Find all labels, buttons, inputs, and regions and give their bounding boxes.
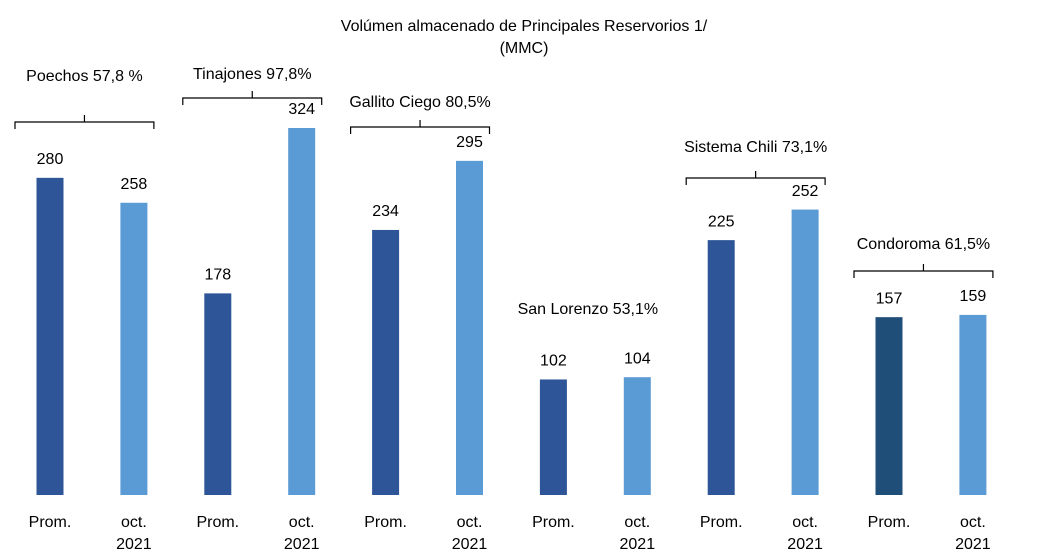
x-tick-label: 2021 [620, 536, 656, 553]
group-label: Poechos 57,8 % [26, 68, 143, 85]
chart-title: Volúmen almacenado de Principales Reserv… [341, 18, 708, 35]
group-label: Sistema Chili 73,1% [684, 139, 827, 156]
value-label: 295 [456, 134, 483, 151]
bar [36, 177, 64, 495]
bar [372, 229, 400, 495]
bar [623, 377, 651, 495]
x-tick-label: Prom. [532, 514, 575, 531]
value-label: 280 [37, 151, 64, 168]
bar [791, 209, 819, 496]
bar [456, 160, 483, 496]
group-label: Tinajones 97,8% [193, 66, 312, 83]
x-tick-label: Prom. [868, 514, 911, 531]
value-label: 159 [960, 288, 987, 305]
bar [875, 317, 903, 495]
bar [204, 293, 232, 495]
value-label: 324 [288, 101, 315, 118]
value-label: 178 [204, 267, 231, 284]
x-tick-label: 2021 [955, 536, 991, 553]
bar [539, 379, 567, 495]
bar [120, 202, 148, 495]
value-label: 225 [708, 213, 735, 230]
value-label: 102 [540, 353, 567, 370]
x-tick-label: oct. [792, 514, 818, 531]
chart-subtitle: (MMC) [500, 40, 549, 57]
bar [288, 128, 316, 495]
x-tick-label: oct. [960, 514, 986, 531]
x-tick-label: oct. [289, 514, 315, 531]
bracket [685, 171, 826, 185]
value-label: 252 [792, 183, 819, 200]
x-tick-label: 2021 [452, 536, 488, 553]
x-tick-label: 2021 [284, 536, 320, 553]
value-label: 234 [372, 203, 399, 220]
value-label: 258 [121, 176, 148, 193]
x-tick-label: 2021 [787, 536, 823, 553]
bracket [14, 115, 155, 129]
x-tick-label: Prom. [700, 514, 743, 531]
group-label: San Lorenzo 53,1% [518, 301, 659, 318]
group-label: Gallito Ciego 80,5% [349, 94, 490, 111]
group-label: Condoroma 61,5% [857, 236, 990, 253]
value-label: 157 [876, 290, 903, 307]
x-tick-label: Prom. [29, 514, 72, 531]
x-tick-label: oct. [457, 514, 483, 531]
bracket [350, 120, 491, 134]
value-label: 104 [624, 350, 651, 367]
bar [959, 314, 987, 495]
x-tick-label: oct. [624, 514, 650, 531]
x-tick-label: 2021 [116, 536, 152, 553]
bracket [182, 91, 323, 105]
x-tick-label: Prom. [196, 514, 239, 531]
bar [707, 240, 735, 495]
x-tick-label: Prom. [364, 514, 407, 531]
x-tick-label: oct. [121, 514, 147, 531]
bracket [853, 264, 994, 278]
